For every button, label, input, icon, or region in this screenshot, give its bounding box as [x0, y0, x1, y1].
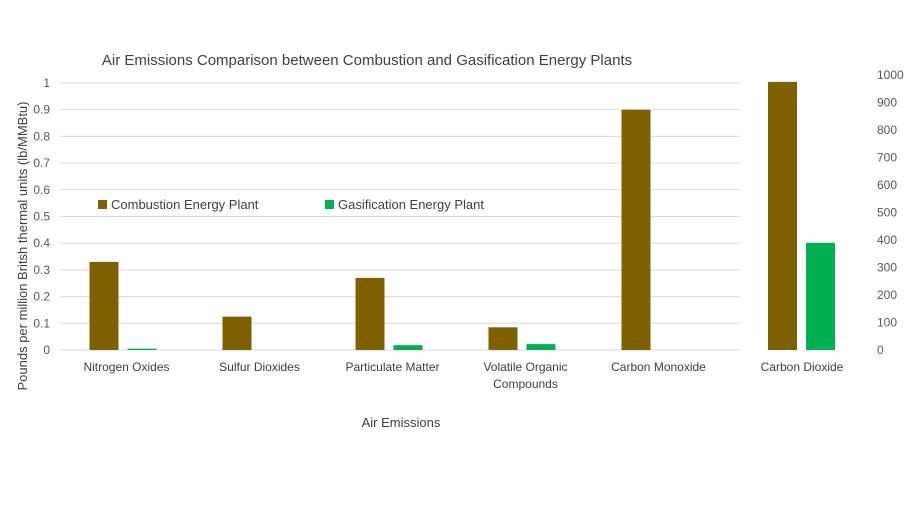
y-tick-label: 0.7 — [33, 156, 50, 170]
y2-tick-label: 900 — [877, 96, 897, 110]
bar-gasification — [806, 242, 835, 350]
category-label: Carbon Dioxide — [761, 360, 844, 374]
y2-tick-label: 800 — [877, 123, 897, 137]
category-label: Compounds — [493, 377, 558, 391]
bar-combustion — [355, 277, 385, 350]
category-label: Sulfur Dioxides — [219, 360, 300, 374]
y-tick-label: 0.9 — [33, 103, 50, 117]
legend-swatch — [98, 200, 107, 209]
category-label: Volatile Organic — [483, 360, 567, 374]
y-tick-label: 0.4 — [33, 236, 50, 250]
category-label: Nitrogen Oxides — [83, 360, 169, 374]
bar-combustion — [768, 81, 797, 350]
legend-swatch — [325, 200, 334, 209]
y2-tick-label: 300 — [877, 261, 897, 275]
y2-tick-label: 100 — [877, 316, 897, 330]
y2-tick-label: 200 — [877, 288, 897, 302]
y-tick-label: 0.6 — [33, 183, 50, 197]
bar-combustion — [488, 327, 518, 350]
bar-gasification — [127, 348, 157, 350]
bar-combustion — [222, 316, 252, 350]
legend-label: Combustion Energy Plant — [111, 197, 259, 212]
y-tick-label: 0 — [43, 343, 50, 357]
y2-tick-label: 0 — [877, 343, 884, 357]
y-tick-label: 0.5 — [33, 210, 50, 224]
bar-combustion — [621, 109, 651, 350]
bar-gasification — [393, 345, 423, 350]
y2-tick-label: 1000 — [877, 68, 904, 82]
y-axis-title: Pounds per million Britsh thermal units … — [15, 102, 30, 391]
y2-tick-label: 400 — [877, 233, 897, 247]
bar-combustion — [89, 261, 119, 350]
y-tick-label: 0.1 — [33, 316, 50, 330]
x-axis-title: Air Emissions — [362, 415, 441, 430]
category-label: Carbon Monoxide — [611, 360, 706, 374]
y2-tick-label: 600 — [877, 178, 897, 192]
y-tick-label: 0.3 — [33, 263, 50, 277]
y2-tick-label: 700 — [877, 151, 897, 165]
y-tick-label: 0.2 — [33, 290, 50, 304]
y-tick-label: 0.8 — [33, 129, 50, 143]
legend-label: Gasification Energy Plant — [338, 197, 484, 212]
y-tick-label: 1 — [43, 76, 50, 90]
chart-title: Air Emissions Comparison between Combust… — [102, 52, 632, 69]
y2-tick-label: 500 — [877, 206, 897, 220]
category-label: Particulate Matter — [345, 360, 439, 374]
bar-gasification — [526, 344, 556, 350]
